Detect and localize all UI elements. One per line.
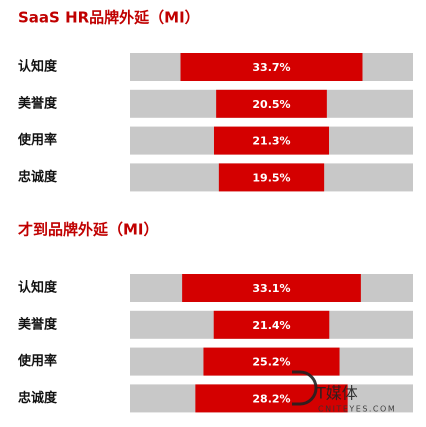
bar (195, 384, 348, 413)
value-label: 21.4% (252, 319, 290, 332)
category-label: 忠诚度 (18, 169, 58, 185)
category-label: 认知度 (18, 280, 58, 296)
bar (182, 274, 361, 302)
chart-title: SaaS HR品牌外延（MI） (18, 9, 200, 27)
bar (218, 163, 325, 192)
watermark: T媒体 CNITEYES.COM (292, 370, 396, 414)
value-label: 28.2% (252, 392, 290, 405)
watermark-logo (292, 370, 318, 406)
bar (213, 310, 330, 339)
category-label: 使用率 (17, 132, 57, 148)
category-label: 美誉度 (18, 316, 58, 332)
value-label: 19.5% (252, 171, 290, 184)
value-label: 25.2% (252, 356, 290, 369)
category-label: 忠诚度 (18, 390, 58, 406)
value-label: 33.7% (252, 61, 290, 74)
value-label: 33.1% (252, 282, 290, 295)
bar (213, 126, 330, 155)
value-label: 21.3% (252, 135, 290, 148)
bar (203, 347, 340, 376)
watermark-brand: T媒体 (315, 384, 358, 403)
watermark-site: CNITEYES.COM (318, 405, 396, 414)
category-label: 认知度 (18, 59, 58, 75)
bar (180, 53, 363, 81)
category-label: 使用率 (17, 353, 57, 369)
value-label: 20.5% (252, 98, 290, 111)
category-label: 美誉度 (18, 95, 58, 111)
bar (216, 89, 327, 118)
chart-title: 才到品牌外延（MI） (18, 221, 159, 239)
